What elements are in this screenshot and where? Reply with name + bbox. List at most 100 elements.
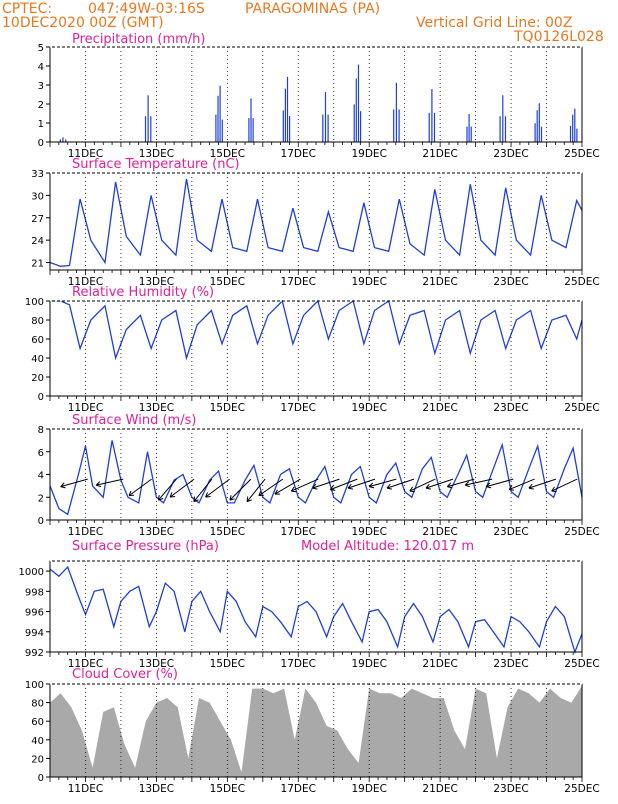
x-tick-label: 11DEC — [68, 783, 103, 795]
precip-bar — [145, 116, 146, 142]
x-tick-label: 19DEC — [351, 783, 386, 795]
y-tick-label: 0 — [38, 773, 44, 784]
precip-bar — [360, 111, 361, 142]
y-tick-label: 20 — [31, 754, 44, 765]
x-tick-label: 25DEC — [564, 658, 599, 670]
header-code: TQ0126L028 — [513, 29, 604, 45]
wind-vector-head — [552, 491, 557, 492]
x-tick-label: 17DEC — [281, 402, 316, 414]
y-tick-label: 996 — [25, 608, 44, 619]
panel-4: Surface Pressure (hPa)992994996998100011… — [19, 539, 600, 670]
wind-vector-head — [465, 485, 470, 487]
header-station: PARAGOMINAS (PA) — [245, 1, 380, 17]
wind-vector-head — [369, 487, 374, 488]
y-tick-label: 0 — [38, 392, 44, 403]
precip-bar — [322, 115, 323, 142]
x-tick-label: 15DEC — [210, 783, 245, 795]
x-tick-label: 15DEC — [210, 526, 245, 538]
wind-vector — [247, 479, 265, 502]
precip-bar — [328, 115, 329, 142]
x-tick-label: 19DEC — [351, 526, 386, 538]
wind-vector-head — [387, 488, 392, 489]
x-tick-label: 23DEC — [493, 783, 528, 795]
precip-bar — [431, 89, 432, 142]
precip-bar — [572, 115, 573, 142]
precip-bar — [356, 79, 357, 143]
wind-vector-head — [247, 497, 248, 502]
series-line — [50, 179, 582, 266]
precip-bar — [220, 86, 221, 142]
wind-vector — [529, 479, 556, 488]
x-tick-label: 17DEC — [281, 526, 316, 538]
wind-vector-head — [509, 490, 514, 491]
x-tick-label: 19DEC — [351, 402, 386, 414]
header-init-time: 10DEC2020 00Z (GMT) — [2, 15, 164, 31]
plot-frame — [50, 429, 582, 520]
y-tick-label: 998 — [25, 587, 44, 598]
plot-frame — [50, 301, 582, 396]
x-tick-label: 21DEC — [422, 658, 457, 670]
panel-title: Relative Humidity (%) — [72, 285, 214, 300]
x-tick-label: 23DEC — [493, 148, 528, 160]
precip-bar — [354, 104, 355, 142]
y-tick-label: 5 — [38, 43, 44, 54]
x-tick-label: 23DEC — [493, 402, 528, 414]
precip-bar — [250, 98, 251, 142]
x-tick-label: 21DEC — [422, 402, 457, 414]
y-tick-label: 6 — [38, 448, 44, 459]
precip-bar — [500, 116, 501, 142]
y-tick-label: 27 — [31, 214, 44, 225]
precip-bar — [325, 92, 326, 142]
precip-bar — [502, 95, 503, 142]
x-tick-label: 19DEC — [351, 148, 386, 160]
precip-bar — [285, 89, 286, 142]
panel-title: Cloud Cover (%) — [72, 667, 178, 682]
precip-bar — [429, 113, 430, 142]
y-tick-label: 992 — [25, 648, 44, 659]
series-line — [50, 301, 582, 358]
wind-vector — [96, 479, 123, 485]
x-tick-label: 19DEC — [351, 276, 386, 288]
y-tick-label: 60 — [31, 717, 44, 728]
y-tick-label: 20 — [31, 373, 44, 384]
wind-vector-head — [61, 487, 66, 488]
precip-bar — [248, 118, 249, 142]
plot-frame — [50, 561, 582, 652]
y-tick-label: 40 — [31, 736, 44, 747]
model-altitude: Model Altitude: 120.017 m — [301, 539, 474, 554]
precip-bar — [434, 113, 435, 142]
precip-bar — [576, 129, 577, 142]
wind-vector — [447, 479, 474, 487]
x-tick-label: 17DEC — [281, 658, 316, 670]
x-tick-label: 17DEC — [281, 783, 316, 795]
precip-bar — [62, 137, 63, 142]
precip-bar — [466, 127, 467, 142]
panel-title: Surface Pressure (hPa) — [72, 539, 219, 554]
x-tick-label: 23DEC — [493, 658, 528, 670]
y-tick-label: 4 — [38, 62, 44, 73]
precip-bar — [393, 110, 394, 143]
x-tick-label: 25DEC — [564, 783, 599, 795]
x-tick-label: 13DEC — [139, 783, 174, 795]
precip-bar — [399, 110, 400, 143]
precip-bar — [469, 114, 470, 142]
wind-vector-head — [194, 497, 195, 502]
wind-vector-head — [206, 497, 211, 498]
precip-bar — [570, 126, 571, 142]
wind-vector-head — [129, 495, 134, 496]
wind-vector — [194, 479, 212, 502]
x-tick-label: 17DEC — [281, 276, 316, 288]
wind-vector-head — [291, 491, 296, 492]
wind-vector-head — [170, 497, 175, 498]
y-tick-label: 60 — [31, 335, 44, 346]
precip-bar — [535, 123, 536, 142]
y-tick-label: 21 — [31, 259, 44, 270]
precip-bar — [539, 103, 540, 142]
y-tick-label: 30 — [31, 191, 44, 202]
plot-frame — [50, 173, 582, 270]
x-tick-label: 23DEC — [493, 276, 528, 288]
wind-vector-head — [348, 488, 353, 489]
